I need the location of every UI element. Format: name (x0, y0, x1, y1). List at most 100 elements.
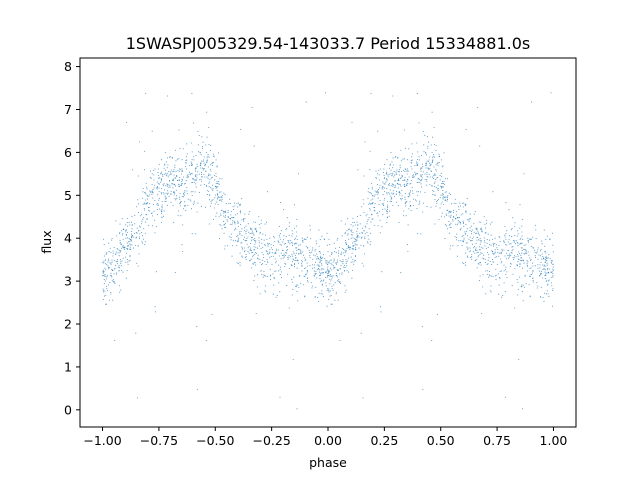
data-point (156, 188, 158, 190)
data-point (442, 182, 445, 185)
data-point (205, 170, 207, 172)
data-point (347, 218, 349, 220)
data-point (396, 169, 398, 171)
data-point (250, 250, 253, 252)
data-point (448, 192, 450, 194)
data-point (195, 170, 197, 172)
data-point (398, 171, 400, 173)
data-point (312, 258, 314, 260)
data-point (455, 214, 457, 216)
data-point (493, 253, 495, 255)
data-point (436, 177, 438, 179)
data-point (460, 227, 462, 229)
data-point (269, 275, 271, 277)
data-point (386, 210, 388, 212)
data-point (158, 197, 160, 199)
data-point (173, 194, 175, 196)
data-point (262, 246, 264, 248)
data-point (383, 204, 385, 207)
data-point (551, 262, 553, 264)
data-point (469, 213, 471, 215)
data-point (296, 259, 298, 261)
data-point (158, 163, 160, 165)
data-point (523, 248, 525, 250)
data-point (537, 267, 539, 269)
data-point (252, 256, 254, 258)
data-point (258, 240, 260, 242)
data-point (536, 287, 538, 289)
data-point (105, 253, 107, 255)
data-point (364, 253, 366, 255)
data-point (263, 244, 265, 246)
data-point (263, 239, 265, 241)
data-point (399, 167, 401, 169)
data-point (170, 193, 172, 195)
data-point (329, 275, 331, 277)
data-point (106, 264, 108, 266)
data-point (133, 232, 135, 234)
data-point (374, 203, 376, 205)
data-point (345, 289, 347, 291)
data-point (444, 183, 446, 185)
data-point (450, 222, 452, 224)
data-point (113, 273, 115, 275)
data-point (389, 163, 391, 165)
data-point (387, 200, 389, 203)
data-point (156, 187, 158, 189)
data-point (190, 165, 193, 167)
data-point (275, 252, 277, 254)
data-point (237, 240, 239, 242)
data-point (436, 163, 438, 165)
data-point (494, 243, 496, 245)
data-point (279, 202, 282, 204)
data-point (239, 205, 241, 207)
data-point (383, 183, 385, 185)
data-point (433, 175, 435, 177)
data-point (539, 296, 542, 298)
data-point (159, 181, 161, 183)
data-point (520, 260, 523, 262)
data-point (552, 269, 554, 272)
data-point (199, 179, 201, 181)
data-point (149, 194, 151, 196)
data-point (313, 270, 315, 272)
data-point (343, 252, 345, 254)
data-point (422, 166, 424, 168)
data-point (258, 237, 260, 239)
data-point (326, 244, 328, 246)
data-point (180, 184, 183, 186)
data-point (463, 202, 465, 204)
data-point (334, 262, 336, 264)
data-point (360, 237, 362, 239)
data-point (443, 196, 446, 198)
data-point (377, 190, 379, 192)
data-point (236, 262, 238, 264)
data-point (203, 168, 205, 170)
data-point (369, 244, 371, 246)
data-point (340, 220, 342, 222)
x-tick-label: 1.00 (540, 433, 568, 448)
data-point (166, 193, 169, 195)
data-point (166, 204, 168, 206)
data-point (395, 193, 397, 195)
data-point (496, 256, 498, 258)
data-point (126, 258, 129, 260)
data-point (185, 168, 188, 170)
data-point (317, 297, 319, 299)
data-point (390, 198, 392, 200)
data-point (477, 230, 479, 232)
data-point (412, 192, 414, 195)
data-point (548, 296, 550, 298)
data-point (377, 197, 379, 199)
data-point (446, 199, 449, 201)
data-point (158, 183, 160, 185)
data-point (113, 246, 115, 249)
data-point (185, 160, 187, 162)
data-point (172, 205, 174, 207)
data-point (476, 232, 478, 234)
data-point (419, 202, 421, 204)
data-point (141, 241, 143, 243)
data-point (104, 290, 106, 292)
data-point (404, 168, 406, 170)
data-point (262, 259, 264, 261)
